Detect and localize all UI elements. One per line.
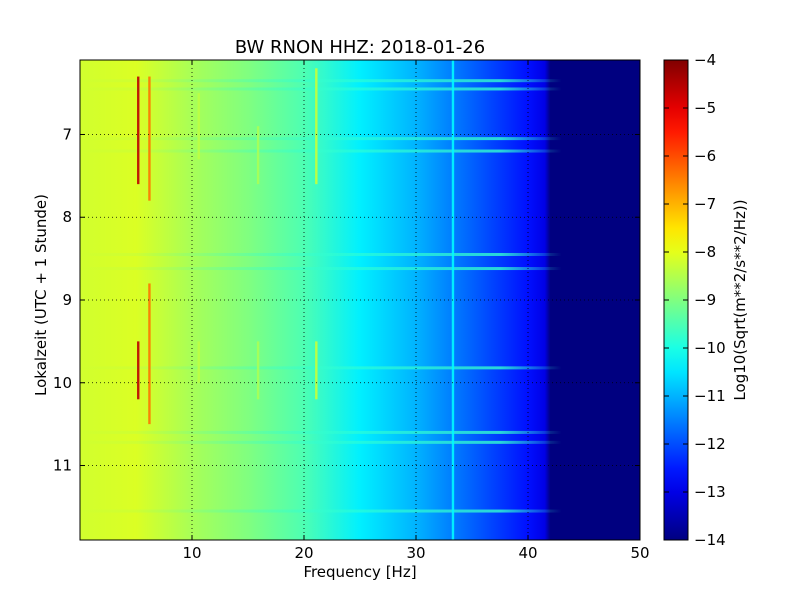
x-tick-label: 30 bbox=[406, 544, 425, 562]
colorbar-tick-label: −12 bbox=[694, 435, 726, 453]
colorbar-tick-label: −14 bbox=[694, 531, 726, 549]
colorbar-tick-label: −4 bbox=[694, 51, 716, 69]
y-tick-label: 11 bbox=[53, 457, 72, 475]
horizontal-band bbox=[80, 267, 640, 270]
chart-title: BW RNON HHZ: 2018-01-26 bbox=[235, 37, 485, 58]
y-tick-label: 9 bbox=[62, 291, 72, 309]
x-tick-label: 20 bbox=[294, 544, 313, 562]
horizontal-band bbox=[80, 150, 640, 153]
spectral-line bbox=[148, 283, 150, 424]
spectral-line bbox=[148, 77, 150, 201]
horizontal-band bbox=[80, 510, 640, 513]
x-tick-label: 10 bbox=[182, 544, 201, 562]
x-tick-label: 40 bbox=[518, 544, 537, 562]
colorbar-tick-label: −10 bbox=[694, 339, 726, 357]
x-axis-label: Frequency [Hz] bbox=[303, 563, 416, 581]
colorbar-tick-label: −6 bbox=[694, 147, 716, 165]
spectral-line bbox=[137, 341, 139, 399]
spectral-line bbox=[257, 126, 259, 184]
y-axis-label: Lokalzeit (UTC + 1 Stunde) bbox=[32, 194, 50, 396]
y-tick-label: 7 bbox=[62, 125, 72, 143]
horizontal-band bbox=[80, 366, 640, 369]
horizontal-band bbox=[80, 87, 640, 90]
colorbar-tick-label: −7 bbox=[694, 195, 716, 213]
spectral-line bbox=[315, 341, 317, 399]
colorbar-tick-label: −11 bbox=[694, 387, 726, 405]
colorbar-tick-label: −9 bbox=[694, 291, 716, 309]
horizontal-band bbox=[80, 253, 640, 256]
spectral-line bbox=[198, 341, 200, 382]
y-tick-label: 8 bbox=[62, 208, 72, 226]
x-tick-label: 50 bbox=[630, 544, 649, 562]
horizontal-band bbox=[80, 441, 640, 444]
colorbar-label: Log10(Sqrt(m**2/s**2/Hz)) bbox=[731, 199, 749, 400]
colorbar-tick-label: −13 bbox=[694, 483, 726, 501]
colorbar-tick-label: −8 bbox=[694, 243, 716, 261]
horizontal-band bbox=[80, 431, 640, 434]
spectral-line bbox=[198, 93, 200, 159]
y-tick-label: 10 bbox=[53, 374, 72, 392]
colorbar-tick-label: −5 bbox=[694, 99, 716, 117]
horizontal-band bbox=[80, 79, 640, 82]
spectral-line bbox=[315, 68, 317, 184]
spectral-line bbox=[257, 341, 259, 399]
horizontal-band bbox=[80, 137, 640, 140]
spectral-line bbox=[137, 77, 139, 185]
